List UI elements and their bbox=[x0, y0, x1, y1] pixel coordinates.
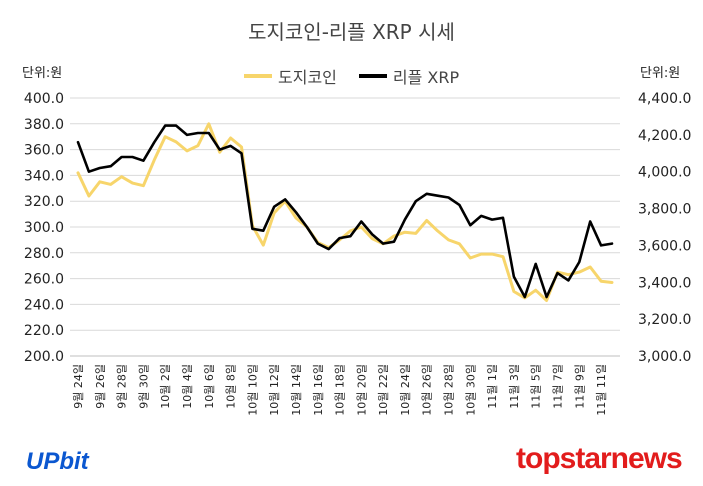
x-tick-label: 10월 2일 bbox=[158, 364, 172, 409]
x-tick-label: 9월 30일 bbox=[136, 364, 150, 409]
left-tick-label: 360.0 bbox=[24, 143, 64, 159]
x-tick-label: 10월 14일 bbox=[289, 364, 303, 416]
legend-label-xrp: 리플 XRP bbox=[392, 68, 460, 87]
x-tick-label: 10월 4일 bbox=[180, 364, 194, 409]
legend-swatch-xrp bbox=[358, 74, 387, 78]
x-tick-label: 10월 24일 bbox=[398, 364, 412, 416]
upbit-logo: UPbit bbox=[26, 448, 89, 475]
left-tick-label: 220.0 bbox=[24, 323, 64, 339]
right-tick-label: 3,400.0 bbox=[638, 275, 691, 291]
left-tick-label: 320.0 bbox=[24, 194, 64, 210]
right-axis-unit: 단위:원 bbox=[640, 66, 681, 81]
legend-item-doge: 도지코인 bbox=[244, 64, 337, 88]
series-line-xrp bbox=[76, 124, 614, 299]
x-tick-label: 11월 1일 bbox=[485, 364, 499, 409]
left-tick-label: 300.0 bbox=[24, 220, 64, 236]
x-tick-label: 10월 26일 bbox=[420, 364, 434, 416]
left-axis: 200.0 220.0 240.0 260.0 280.0 300.0 320.0 340.0… bbox=[24, 91, 64, 365]
x-tick-label: 10월 12일 bbox=[267, 364, 281, 416]
left-tick-label: 380.0 bbox=[24, 117, 64, 133]
x-tick-label: 11월 9일 bbox=[572, 364, 586, 409]
left-tick-label: 340.0 bbox=[24, 168, 64, 184]
right-tick-label: 3,600.0 bbox=[638, 238, 691, 254]
x-tick-label: 10월 18일 bbox=[333, 364, 347, 416]
x-tick-label: 9월 24일 bbox=[71, 364, 85, 409]
topstarnews-logo: topstarnews bbox=[516, 442, 683, 475]
left-tick-label: 260.0 bbox=[24, 272, 64, 288]
left-axis-unit: 단위:원 bbox=[22, 66, 63, 81]
right-tick-label: 4,400.0 bbox=[638, 91, 691, 107]
legend-swatch-doge bbox=[244, 74, 272, 78]
legend-item-xrp: 리플 XRP bbox=[358, 64, 460, 88]
right-tick-label: 4,000.0 bbox=[638, 165, 691, 181]
x-tick-label: 10월 10일 bbox=[245, 364, 259, 416]
series-line-doge bbox=[76, 122, 614, 302]
left-tick-label: 240.0 bbox=[24, 297, 64, 313]
x-tick-label: 11월 5일 bbox=[529, 364, 543, 409]
x-axis: 9월 24일 9월 26일 9월 28일 9월 30일 10월 2일 10월 4일 10월 … bbox=[70, 355, 620, 416]
x-tick-label: 9월 28일 bbox=[115, 364, 129, 409]
x-tick-label: 10월 22일 bbox=[376, 364, 390, 416]
x-tick-label: 10월 20일 bbox=[354, 364, 368, 416]
x-tick-label: 10월 6일 bbox=[202, 364, 216, 409]
x-tick-label: 10월 30일 bbox=[463, 364, 477, 416]
x-tick-label: 11월 7일 bbox=[551, 364, 565, 409]
right-tick-label: 3,200.0 bbox=[638, 312, 691, 328]
left-tick-label: 280.0 bbox=[24, 246, 64, 262]
x-tick-label: 10월 28일 bbox=[442, 364, 456, 416]
left-tick-label: 400.0 bbox=[24, 91, 64, 107]
x-tick-label: 10월 16일 bbox=[311, 364, 325, 416]
legend-label-doge: 도지코인 bbox=[278, 68, 337, 87]
left-tick-label: 200.0 bbox=[24, 349, 64, 365]
right-tick-label: 3,800.0 bbox=[638, 202, 691, 218]
chart-title: 도지코인-리플 XRP 시세 bbox=[248, 20, 455, 44]
right-axis: 3,000.0 3,200.0 3,400.0 3,600.0 3,800.0 4,000… bbox=[638, 91, 691, 365]
right-tick-label: 4,200.0 bbox=[638, 128, 691, 144]
x-tick-label: 11월 3일 bbox=[507, 364, 521, 409]
x-tick-label: 11월 11일 bbox=[594, 364, 608, 416]
grid bbox=[70, 97, 620, 357]
x-tick-label: 9월 26일 bbox=[93, 364, 107, 409]
x-tick-label: 10월 8일 bbox=[224, 364, 238, 409]
right-tick-label: 3,000.0 bbox=[638, 349, 691, 365]
series bbox=[76, 122, 614, 302]
legend: 도지코인 리플 XRP bbox=[244, 64, 473, 88]
